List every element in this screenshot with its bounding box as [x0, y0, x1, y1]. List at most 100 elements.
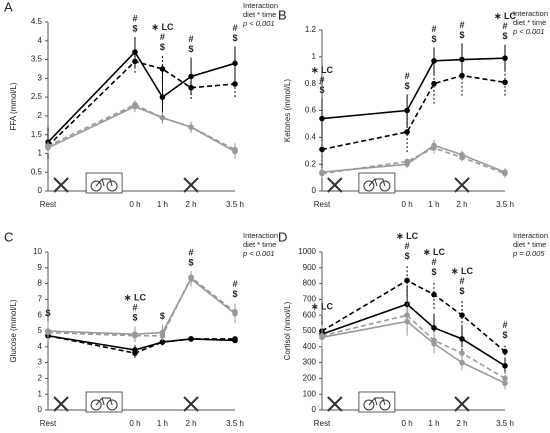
- data-point: [431, 58, 437, 64]
- series-line: [321, 320, 506, 384]
- data-point: [404, 277, 410, 284]
- significance-marker: #: [459, 276, 464, 286]
- y-tick-label: 0: [312, 405, 317, 414]
- data-point: [502, 79, 508, 86]
- data-point: [459, 154, 465, 161]
- data-point: [404, 158, 410, 165]
- data-point: [459, 72, 465, 79]
- y-tick-label: 7: [38, 295, 43, 304]
- x-tick-label: 2 h: [456, 200, 467, 209]
- y-tick-label: 1: [312, 52, 317, 61]
- y-tick-label: 3: [38, 73, 43, 82]
- cutlery-icon: [454, 177, 470, 193]
- y-tick-label: 3.5: [31, 55, 43, 64]
- x-tick-label: 3.5 h: [226, 419, 244, 428]
- y-tick-label: 10: [33, 247, 42, 256]
- y-tick-label: 100: [303, 389, 317, 398]
- significance-marker: #: [431, 257, 436, 267]
- x-tick-label: 3.5 h: [226, 200, 244, 209]
- data-point: [431, 337, 437, 344]
- data-point: [159, 66, 166, 72]
- data-point: [188, 336, 194, 342]
- data-point: [159, 94, 166, 100]
- cutlery-icon: [327, 396, 343, 412]
- y-tick-label: 900: [303, 263, 317, 272]
- bike-wheel: [363, 399, 375, 411]
- data-point: [45, 329, 51, 336]
- significance-marker: #: [459, 20, 464, 30]
- y-tick-label: 2: [38, 111, 43, 120]
- significance-marker: $: [132, 23, 137, 33]
- significance-marker: $: [45, 308, 50, 318]
- y-tick-label: 4.5: [31, 17, 43, 26]
- significance-marker: $: [459, 30, 464, 40]
- significance-marker: #: [160, 32, 165, 42]
- y-tick-label: 700: [303, 295, 317, 304]
- data-point: [159, 339, 166, 345]
- bike-wheel: [379, 180, 391, 192]
- significance-marker: #: [405, 241, 410, 251]
- data-point: [459, 336, 465, 342]
- y-tick-label: 600: [303, 310, 317, 319]
- x-tick-label: 1 h: [428, 419, 439, 428]
- bike-frame: [368, 178, 386, 187]
- series-line: [321, 279, 506, 353]
- y-tick-label: 0: [38, 186, 43, 195]
- series-line: [321, 303, 506, 367]
- significance-marker: #: [232, 279, 237, 289]
- y-axis-label: FFA (mmol/L): [9, 82, 18, 130]
- x-tick-label: 1 h: [157, 200, 168, 209]
- interaction-note: p < 0.001: [512, 27, 545, 36]
- y-axis-label: Glucose (mmol/L): [9, 299, 18, 362]
- significance-marker: ∗ LC: [124, 293, 147, 303]
- y-tick-label: 0: [312, 186, 317, 195]
- y-tick-label: 4: [38, 36, 43, 45]
- y-axis-label: Ketones (mmol/L): [283, 79, 292, 142]
- data-point: [459, 359, 465, 366]
- interaction-note: Interaction: [513, 231, 548, 240]
- bike-wheel: [106, 399, 118, 411]
- data-point: [159, 332, 166, 339]
- data-point: [232, 60, 238, 67]
- y-tick-label: 400: [303, 342, 317, 351]
- significance-marker: $: [232, 289, 237, 299]
- data-point: [319, 115, 325, 122]
- x-tick-label: 1 h: [428, 200, 439, 209]
- interaction-note: p < 0.001: [242, 249, 275, 258]
- x-tick-label: 2 h: [456, 419, 467, 428]
- data-point: [431, 80, 437, 87]
- x-tick-label: Rest: [40, 200, 57, 209]
- significance-marker: ∗ LC: [451, 266, 474, 276]
- bike-frame: [85, 172, 123, 194]
- y-tick-label: 0.2: [305, 159, 317, 168]
- y-tick-label: 8: [38, 279, 43, 288]
- y-tick-label: 1: [38, 149, 43, 158]
- data-point: [232, 336, 238, 342]
- series-line: [47, 50, 236, 143]
- data-point: [404, 318, 410, 325]
- significance-marker: $: [319, 85, 324, 95]
- cutlery-icon: [183, 396, 199, 412]
- y-tick-label: 0.8: [305, 79, 317, 88]
- bike-frame: [95, 397, 113, 406]
- bike-wheel: [90, 399, 102, 411]
- data-point: [188, 73, 194, 80]
- data-point: [502, 170, 508, 177]
- significance-marker: #: [189, 34, 194, 44]
- significance-marker: $: [132, 313, 137, 323]
- interaction-note: diet * time: [243, 10, 276, 19]
- y-tick-label: 9: [38, 263, 43, 272]
- x-tick-label: 2 h: [185, 419, 196, 428]
- bike-wheel: [363, 180, 375, 192]
- significance-marker: $: [160, 42, 165, 52]
- x-tick-label: Rest: [314, 200, 331, 209]
- x-tick-label: 0 h: [129, 200, 140, 209]
- data-point: [404, 129, 410, 135]
- cutlery-icon: [327, 177, 343, 193]
- significance-marker: #: [502, 320, 507, 330]
- data-point: [404, 312, 410, 319]
- series-line: [47, 60, 236, 147]
- data-point: [319, 146, 325, 153]
